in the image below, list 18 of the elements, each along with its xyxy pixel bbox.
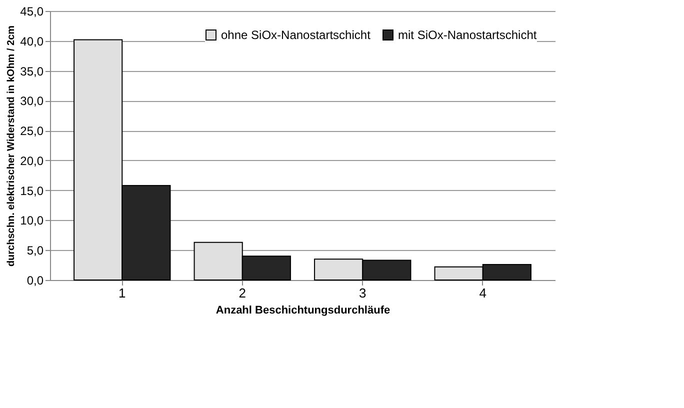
legend-label: ohne SiOx-Nanostartschicht <box>221 28 372 42</box>
x-tick-label: 4 <box>479 286 486 300</box>
x-tick-label: 1 <box>118 286 126 300</box>
x-axis-title: Anzahl Beschichtungsdurchläufe <box>216 304 390 316</box>
y-tick-label: 25,0 <box>20 124 44 138</box>
x-tick-label: 2 <box>238 286 246 300</box>
y-tick-label: 20,0 <box>20 154 44 168</box>
y-tick-label: 35,0 <box>20 64 44 78</box>
y-tick-label: 5,0 <box>26 244 44 258</box>
y-tick-label: 40,0 <box>20 34 44 48</box>
y-tick-label: 0,0 <box>26 274 44 288</box>
legend-label: mit SiOx-Nanostartschicht <box>398 28 538 42</box>
y-tick-label: 10,0 <box>20 214 44 228</box>
y-axis-title: durchschn. elektrischer Widerstand in kOhm / 2cm <box>6 25 18 267</box>
x-tick-label: 3 <box>359 286 366 300</box>
y-tick-label: 45,0 <box>20 4 44 18</box>
y-tick-label: 15,0 <box>20 184 44 198</box>
y-tick-label: 30,0 <box>20 94 44 108</box>
